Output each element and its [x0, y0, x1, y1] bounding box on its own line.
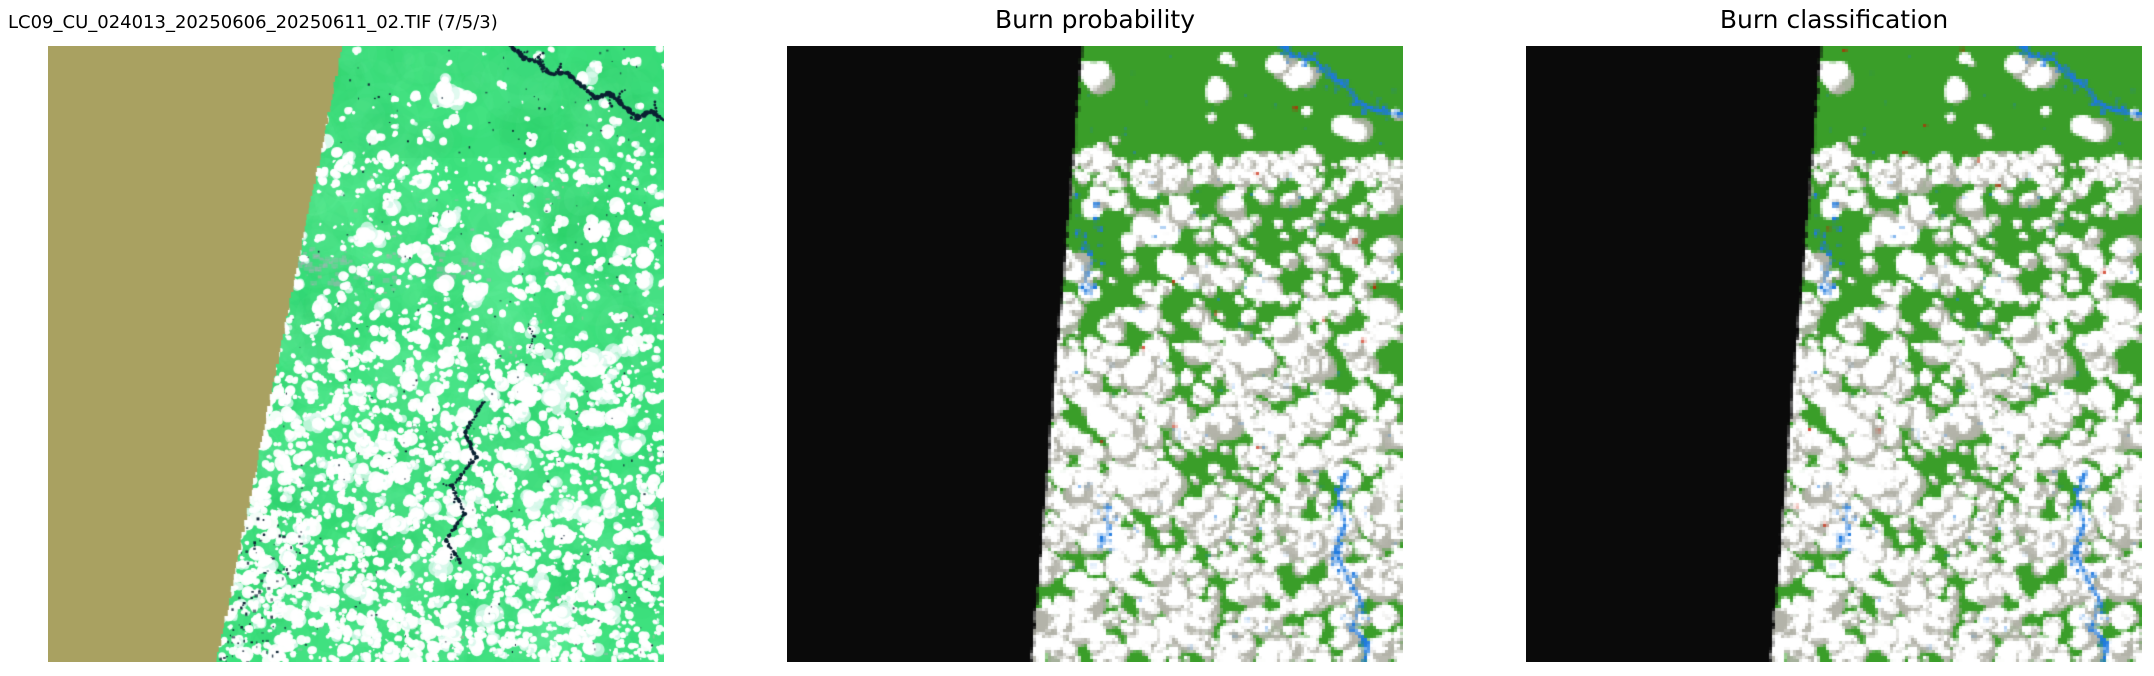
panel-title-source-tif: LC09_CU_024013_20250606_20250611_02.TIF …	[8, 12, 498, 33]
panel-title-burn-probability: Burn probability	[994, 5, 1195, 34]
panel-title-burn-classification: Burn classification	[1719, 5, 1949, 34]
burn-classification-map-image	[1526, 46, 2142, 662]
burn-probability-map-image	[787, 46, 1403, 662]
true-color-satellite-image	[48, 46, 664, 662]
